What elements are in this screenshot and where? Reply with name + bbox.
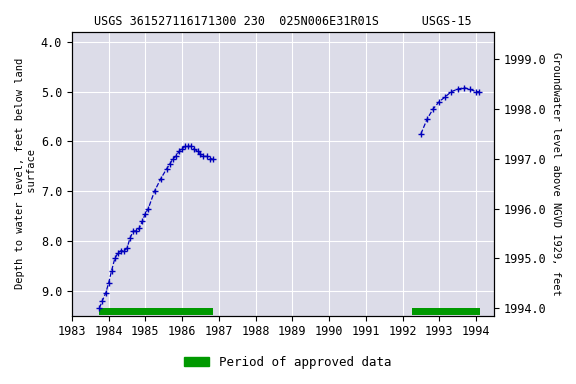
Title: USGS 361527116171300 230  025N006E31R01S      USGS-15: USGS 361527116171300 230 025N006E31R01S … xyxy=(94,15,472,28)
Y-axis label: Groundwater level above NGVD 1929, feet: Groundwater level above NGVD 1929, feet xyxy=(551,52,561,296)
Legend: Period of approved data: Period of approved data xyxy=(179,351,397,374)
Y-axis label: Depth to water level, feet below land
 surface: Depth to water level, feet below land su… xyxy=(15,58,37,290)
